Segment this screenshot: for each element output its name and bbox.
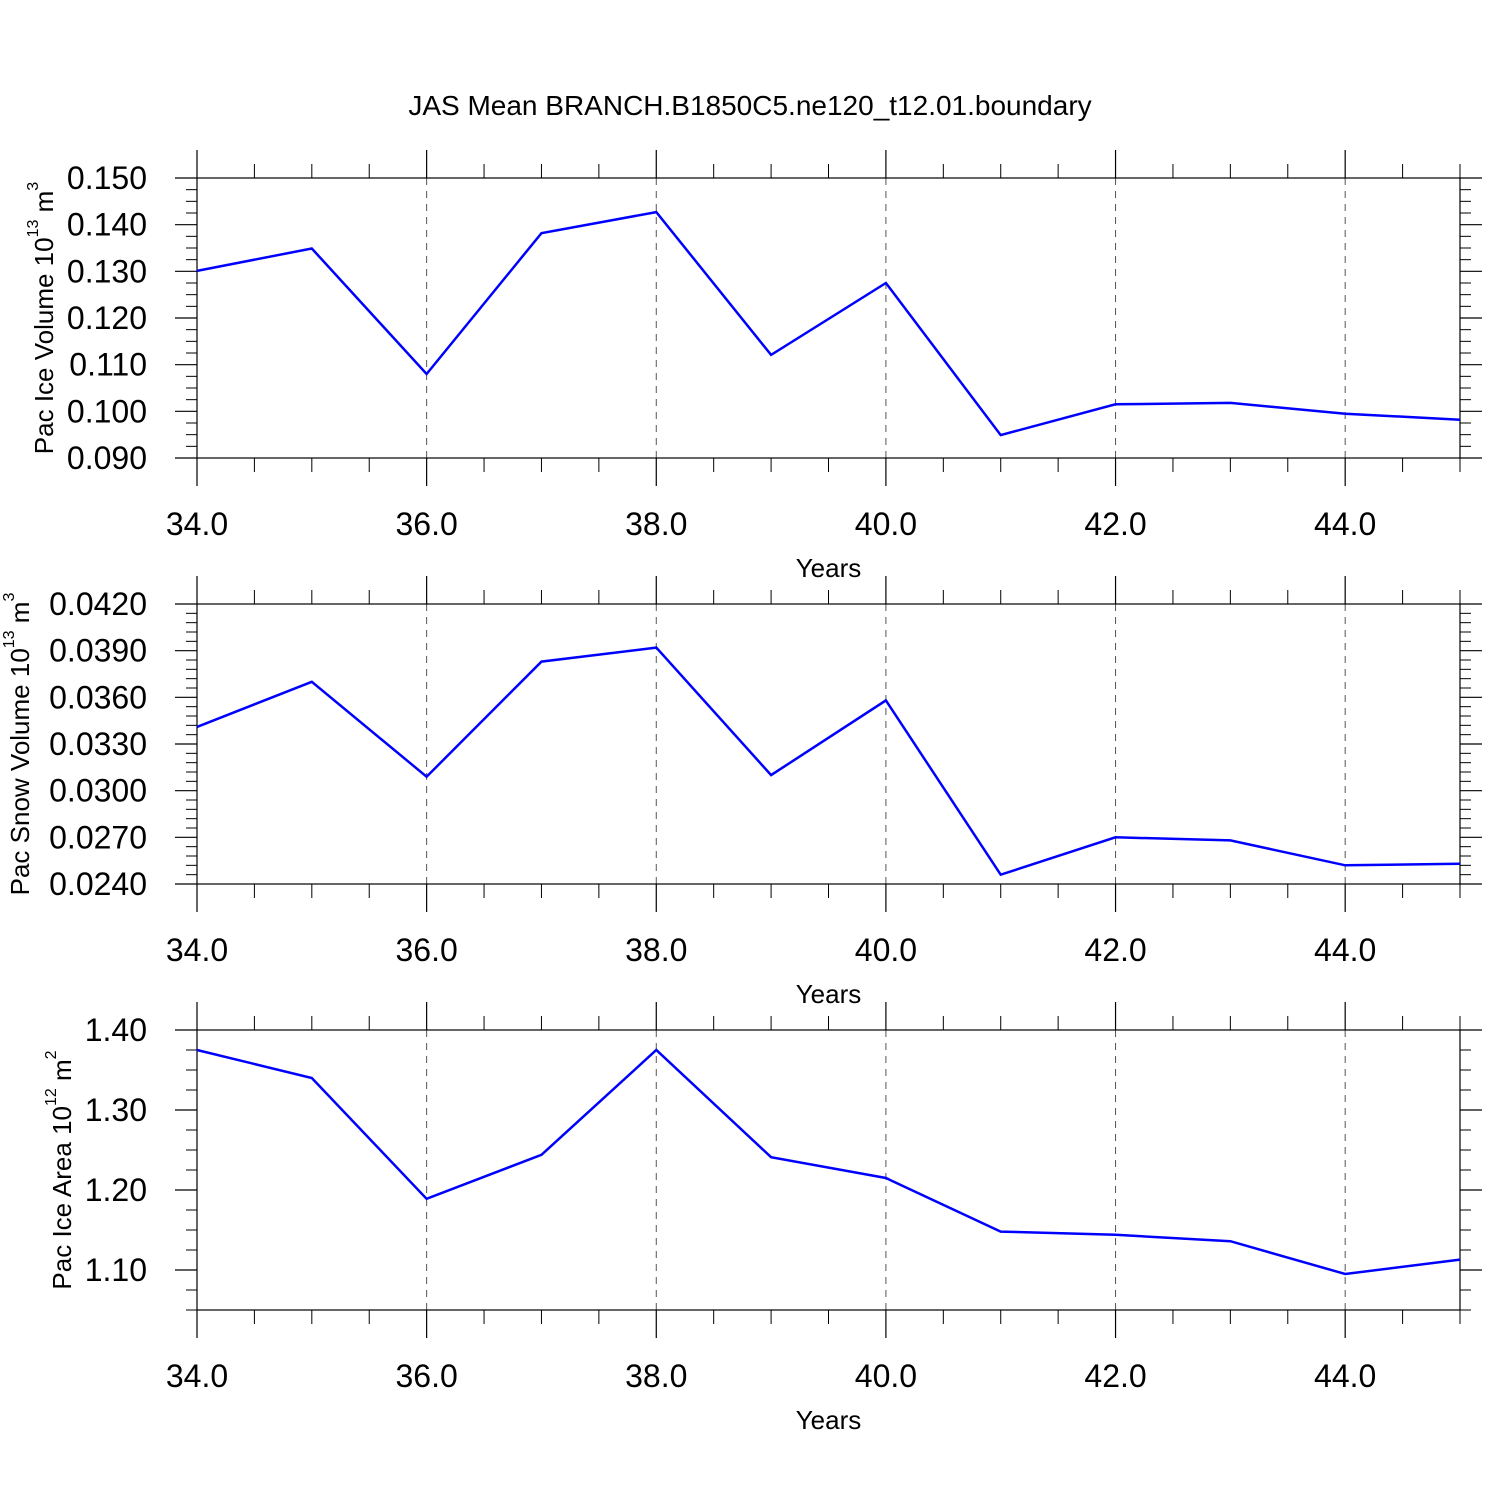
y-tick-label: 0.0270 [49, 819, 147, 855]
x-tick-label: 40.0 [855, 1358, 917, 1394]
y-tick-label: 0.130 [67, 253, 147, 289]
y-tick-label: 1.40 [85, 1012, 147, 1048]
x-tick-label: 38.0 [625, 932, 687, 968]
x-tick-label: 40.0 [855, 932, 917, 968]
figure-title: JAS Mean BRANCH.B1850C5.ne120_t12.01.bou… [408, 90, 1091, 121]
x-tick-label: 44.0 [1314, 1358, 1376, 1394]
y-tick-label: 0.150 [67, 160, 147, 196]
x-tick-label: 36.0 [395, 506, 457, 542]
x-tick-label: 38.0 [625, 1358, 687, 1394]
y-tick-label: 0.120 [67, 300, 147, 336]
y-tick-label: 0.090 [67, 440, 147, 476]
x-axis-label: Years [796, 979, 862, 1009]
y-axis-label: Pac Snow Volume 1013 m3 [1, 593, 36, 896]
x-tick-label: 42.0 [1084, 506, 1146, 542]
y-tick-label: 0.0240 [49, 866, 147, 902]
plot-frame [196, 1029, 1461, 1311]
y-tick-label: 1.10 [85, 1252, 147, 1288]
x-tick-label: 34.0 [166, 932, 228, 968]
y-tick-label: 1.30 [85, 1092, 147, 1128]
chart-panels: 34.0 36.0 38.0 40.0 42.0 44.0 0.090 0.100 0.110 0… [1, 150, 1482, 1435]
x-tick-label: 44.0 [1314, 506, 1376, 542]
y-tick-label: 0.0300 [49, 773, 147, 809]
x-tick-label: 42.0 [1084, 1358, 1146, 1394]
x-tick-label: 44.0 [1314, 932, 1376, 968]
y-tick-label: 0.100 [67, 393, 147, 429]
x-tick-label: 38.0 [625, 506, 687, 542]
x-tick-label: 34.0 [166, 1358, 228, 1394]
x-tick-label: 34.0 [166, 506, 228, 542]
x-axis-label: Years [796, 1405, 862, 1435]
y-tick-label: 0.0360 [49, 679, 147, 715]
y-tick-label: 1.20 [85, 1172, 147, 1208]
chart-panel-3: 34.0 36.0 38.0 40.0 42.0 44.0 1.10 1.20 1.30 1.40… [43, 1002, 1482, 1435]
x-tick-label: 36.0 [395, 1358, 457, 1394]
data-series-line [196, 646, 1461, 877]
y-tick-label: 0.110 [69, 347, 147, 383]
data-series-line [196, 210, 1461, 437]
x-axis-label: Years [796, 553, 862, 583]
x-tick-label: 36.0 [395, 932, 457, 968]
x-tick-label: 42.0 [1084, 932, 1146, 968]
y-tick-label: 0.0390 [49, 633, 147, 669]
chart-panel-1: 34.0 36.0 38.0 40.0 42.0 44.0 0.090 0.100 0.110 0… [25, 150, 1482, 583]
y-axis-label: Pac Ice Volume 1013 m3 [25, 182, 60, 455]
y-tick-label: 0.140 [67, 207, 147, 243]
y-tick-label: 0.0330 [49, 726, 147, 762]
chart-panel-2: 34.0 36.0 38.0 40.0 42.0 44.0 0.0240 0.0270 0.03… [1, 576, 1482, 1009]
y-tick-label: 0.0420 [49, 586, 147, 622]
y-axis-label: Pac Ice Area 1012 m2 [43, 1050, 78, 1289]
data-series-line [196, 1048, 1461, 1276]
x-tick-label: 40.0 [855, 506, 917, 542]
